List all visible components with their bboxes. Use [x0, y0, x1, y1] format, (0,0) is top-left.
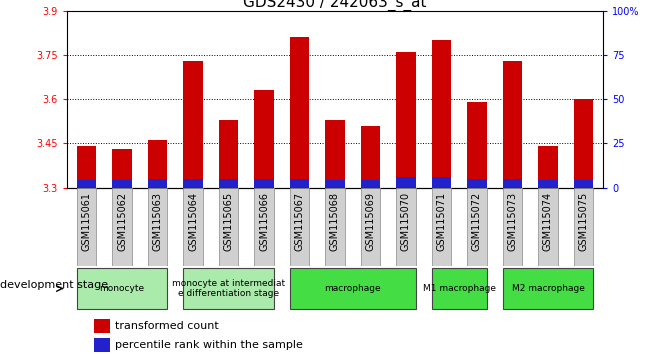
Bar	[431, 177, 452, 188]
FancyBboxPatch shape	[184, 188, 203, 266]
Bar	[289, 37, 310, 188]
FancyBboxPatch shape	[325, 188, 345, 266]
FancyBboxPatch shape	[396, 188, 416, 266]
Bar	[113, 180, 132, 188]
Bar	[502, 61, 522, 188]
Text: percentile rank within the sample: percentile rank within the sample	[115, 341, 303, 350]
FancyBboxPatch shape	[538, 188, 557, 266]
Bar	[184, 179, 203, 188]
Bar	[325, 180, 345, 188]
Bar	[538, 146, 557, 188]
Text: M1 macrophage: M1 macrophage	[423, 284, 496, 293]
FancyBboxPatch shape	[113, 188, 132, 266]
Text: macrophage: macrophage	[324, 284, 381, 293]
FancyBboxPatch shape	[184, 268, 274, 309]
Bar	[77, 146, 96, 188]
FancyBboxPatch shape	[431, 268, 486, 309]
Text: GSM115071: GSM115071	[436, 192, 446, 251]
Bar	[574, 180, 593, 188]
Bar	[396, 177, 416, 188]
Text: GSM115061: GSM115061	[82, 192, 92, 251]
FancyBboxPatch shape	[218, 188, 239, 266]
Text: GSM115067: GSM115067	[295, 192, 304, 251]
Bar	[574, 99, 593, 188]
Bar	[218, 179, 239, 188]
FancyBboxPatch shape	[360, 188, 381, 266]
Text: GSM115066: GSM115066	[259, 192, 269, 251]
Bar	[360, 180, 381, 188]
Bar	[113, 149, 132, 188]
Bar	[77, 180, 96, 188]
FancyBboxPatch shape	[502, 268, 593, 309]
FancyBboxPatch shape	[77, 268, 168, 309]
Bar	[502, 179, 522, 188]
Text: GSM115075: GSM115075	[578, 192, 588, 251]
Text: monocyte at intermediat
e differentiation stage: monocyte at intermediat e differentiatio…	[172, 279, 285, 298]
Text: GSM115065: GSM115065	[224, 192, 234, 251]
Bar	[360, 126, 381, 188]
FancyBboxPatch shape	[289, 188, 310, 266]
Text: GSM115063: GSM115063	[153, 192, 163, 251]
Text: GSM115074: GSM115074	[543, 192, 553, 251]
FancyBboxPatch shape	[431, 188, 452, 266]
Bar	[325, 120, 345, 188]
Bar	[254, 90, 274, 188]
Bar	[396, 52, 416, 188]
Bar	[184, 61, 203, 188]
Bar	[218, 120, 239, 188]
Bar	[467, 102, 486, 188]
Bar	[289, 179, 310, 188]
Bar	[94, 338, 110, 352]
Text: GSM115070: GSM115070	[401, 192, 411, 251]
FancyBboxPatch shape	[77, 188, 96, 266]
Bar	[431, 40, 452, 188]
Bar	[538, 180, 557, 188]
FancyBboxPatch shape	[574, 188, 593, 266]
Text: M2 macrophage: M2 macrophage	[511, 284, 584, 293]
Text: GSM115062: GSM115062	[117, 192, 127, 251]
Title: GDS2430 / 242063_s_at: GDS2430 / 242063_s_at	[243, 0, 427, 11]
FancyBboxPatch shape	[254, 188, 274, 266]
Bar	[254, 179, 274, 188]
Text: GSM115072: GSM115072	[472, 192, 482, 251]
Text: monocyte: monocyte	[99, 284, 145, 293]
Bar	[148, 179, 168, 188]
FancyBboxPatch shape	[289, 268, 416, 309]
Text: development stage: development stage	[0, 280, 108, 290]
FancyBboxPatch shape	[502, 188, 522, 266]
Bar	[467, 179, 486, 188]
Text: GSM115069: GSM115069	[366, 192, 375, 251]
Bar	[94, 319, 110, 333]
FancyBboxPatch shape	[148, 188, 168, 266]
Text: GSM115064: GSM115064	[188, 192, 198, 251]
Text: GSM115068: GSM115068	[330, 192, 340, 251]
Text: transformed count: transformed count	[115, 321, 219, 331]
Bar	[148, 141, 168, 188]
FancyBboxPatch shape	[467, 188, 486, 266]
Text: GSM115073: GSM115073	[507, 192, 517, 251]
